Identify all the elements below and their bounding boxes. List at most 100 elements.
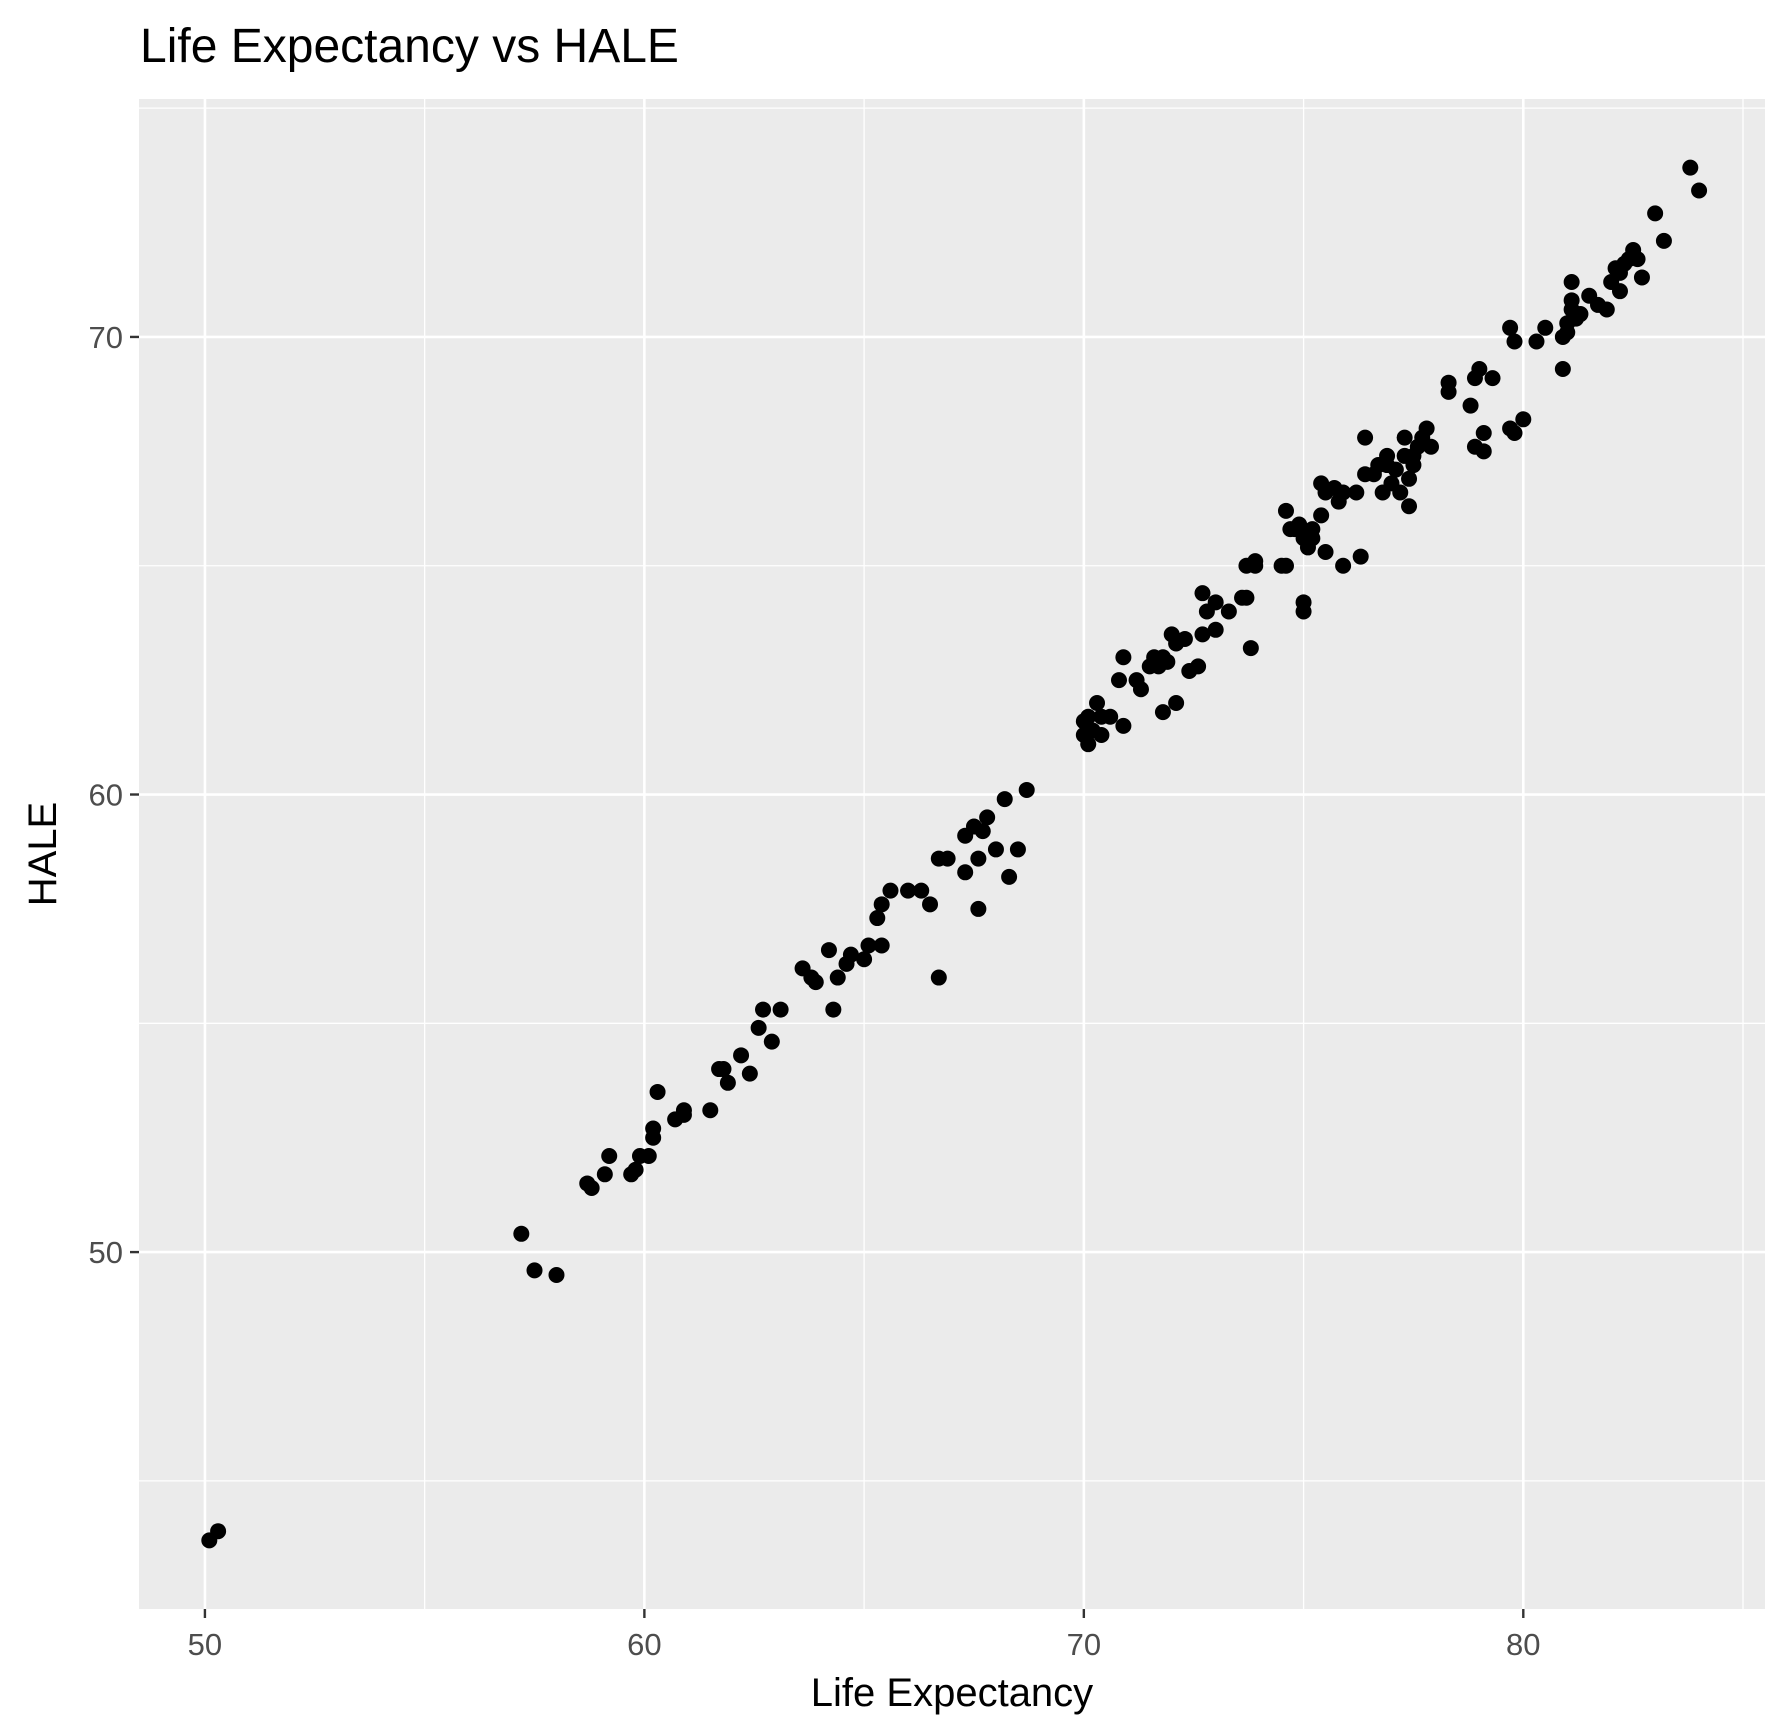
major-gridlines [139, 99, 1765, 1609]
data-point [645, 1120, 662, 1137]
data-point [733, 1047, 750, 1064]
data-point [1405, 457, 1422, 474]
data-point [1115, 717, 1132, 734]
data-point [1401, 498, 1418, 515]
data-point [548, 1266, 565, 1283]
y-tick-label: 60 [89, 778, 123, 813]
data-point [1159, 653, 1176, 670]
data-point [1563, 292, 1580, 309]
data-point [1655, 232, 1672, 249]
x-tick-label: 80 [1506, 1627, 1540, 1662]
data-point [763, 1033, 780, 1050]
data-point [1080, 736, 1097, 753]
data-point [1598, 301, 1615, 318]
data-point [842, 946, 859, 963]
data-point [900, 882, 917, 899]
data-point [856, 951, 873, 968]
data-point [970, 900, 987, 917]
data-point [750, 1019, 767, 1036]
data-point [1115, 649, 1132, 666]
data-point [1168, 695, 1185, 711]
data-point [1001, 868, 1018, 885]
data-point [1502, 319, 1519, 336]
data-point [1176, 630, 1193, 647]
data-point [1475, 425, 1492, 442]
data-point [649, 1083, 666, 1100]
data-point [1440, 383, 1457, 400]
data-point [873, 896, 890, 913]
data-point [987, 841, 1004, 858]
data-point [583, 1180, 600, 1197]
data-point [913, 882, 930, 899]
data-point [601, 1148, 618, 1164]
data-point [755, 1001, 772, 1018]
data-point [1537, 319, 1554, 336]
data-point [1335, 484, 1352, 501]
data-point [1190, 658, 1207, 675]
data-point [1207, 621, 1224, 638]
data-point [1277, 502, 1294, 519]
data-point [829, 969, 846, 986]
data-point [1317, 544, 1334, 560]
data-point [715, 1061, 732, 1078]
data-point [1475, 443, 1492, 460]
data-point [1506, 333, 1523, 350]
data-point [1418, 420, 1435, 437]
data-point [1348, 484, 1365, 501]
data-point [1154, 704, 1171, 721]
data-point [1291, 516, 1308, 533]
y-axis: 50 60 70 [89, 320, 139, 1270]
x-axis-title: Life Expectancy [811, 1671, 1093, 1715]
data-point [1387, 461, 1404, 478]
data-point [1102, 708, 1119, 725]
data-point [1633, 269, 1650, 286]
data-point [939, 850, 956, 867]
data-point [1220, 603, 1237, 620]
data-point [1572, 306, 1589, 323]
data-point [1009, 841, 1026, 858]
minor-gridlines [139, 99, 1765, 1609]
data-point [1295, 603, 1312, 620]
data-point [1554, 360, 1571, 377]
data-point [970, 850, 987, 867]
data-point [882, 882, 899, 899]
x-axis: 50 60 70 80 [188, 1609, 1541, 1662]
data-points [201, 159, 1708, 1549]
data-point [627, 1161, 644, 1178]
data-point [1352, 548, 1369, 565]
data-point [1089, 695, 1106, 711]
data-point [596, 1166, 613, 1183]
data-point [1396, 429, 1413, 446]
data-point [1207, 594, 1224, 611]
data-point [807, 974, 824, 991]
x-tick-label: 70 [1067, 1627, 1101, 1662]
data-point [741, 1065, 758, 1082]
data-point [675, 1102, 692, 1119]
data-point [1563, 274, 1580, 291]
data-point [1379, 447, 1396, 464]
y-tick-label: 70 [89, 320, 123, 355]
data-point [1242, 640, 1259, 657]
data-point [1238, 589, 1255, 606]
data-point [1401, 470, 1418, 487]
data-point [974, 823, 991, 840]
data-point [860, 937, 877, 954]
data-point [1691, 182, 1708, 199]
data-point [1093, 727, 1110, 744]
data-point [1647, 205, 1664, 222]
data-point [873, 937, 890, 954]
y-axis-title: HALE [21, 802, 65, 907]
data-point [1335, 557, 1352, 574]
data-point [825, 1001, 842, 1018]
y-tick-label: 50 [89, 1235, 123, 1270]
data-point [922, 896, 939, 913]
data-point [1194, 585, 1211, 602]
data-point [1247, 557, 1264, 574]
data-point [1194, 626, 1211, 643]
data-point [526, 1262, 543, 1279]
data-point [210, 1523, 227, 1540]
data-point [1629, 251, 1646, 268]
data-point [1462, 397, 1479, 414]
data-point [1392, 484, 1409, 501]
